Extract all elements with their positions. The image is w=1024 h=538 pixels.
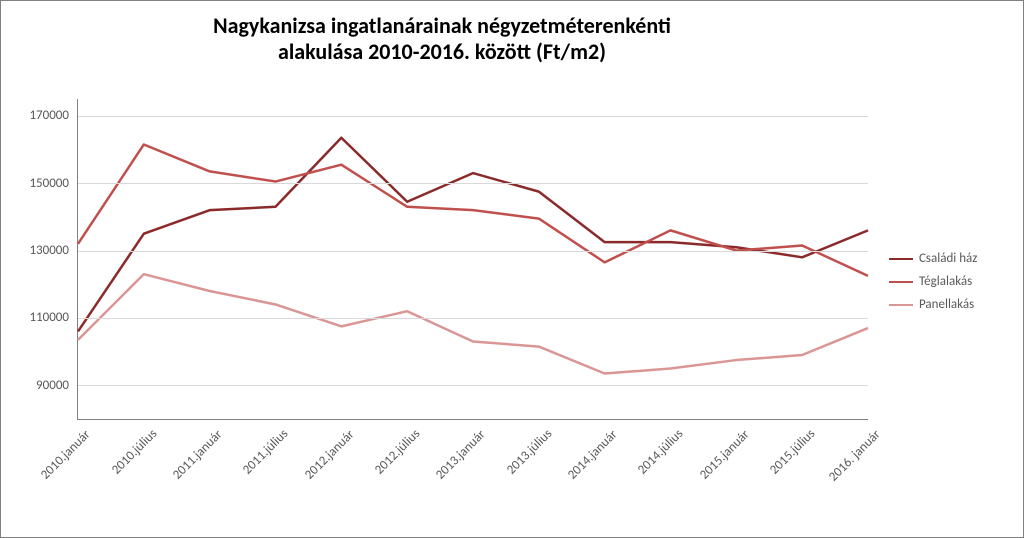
xtick-label: 2013.július — [504, 427, 555, 478]
ytick-label: 170000 — [9, 108, 69, 123]
line-series-svg — [78, 99, 868, 419]
legend-label: Panellakás — [919, 297, 974, 312]
xtick-label: 2011.július — [240, 427, 291, 478]
xtick-label: 2015.január — [697, 427, 752, 482]
xtick-label: 2010.július — [109, 427, 160, 478]
legend-label: Családi ház — [919, 251, 977, 266]
legend-label: Téglalakás — [919, 274, 972, 289]
title-line-1: Nagykanizsa ingatlanárainak négyzetméter… — [213, 12, 671, 39]
ytick-label: 90000 — [9, 378, 69, 393]
xtick-label: 2010.január — [38, 427, 93, 482]
legend-item: Családi ház — [889, 251, 977, 266]
xtick-label: 2014.július — [635, 427, 686, 478]
xtick-label: 2012.január — [302, 427, 357, 482]
legend: Családi ház Téglalakás Panellakás — [889, 251, 977, 320]
gridline — [78, 116, 868, 117]
xtick-label: 2012.július — [372, 427, 423, 478]
gridline — [78, 251, 868, 252]
xtick-label: 2013.január — [433, 427, 488, 482]
gridline — [78, 385, 868, 386]
legend-item: Panellakás — [889, 297, 977, 312]
ytick-label: 130000 — [9, 243, 69, 258]
legend-item: Téglalakás — [889, 274, 977, 289]
series-line — [78, 274, 868, 373]
plot-area — [77, 99, 868, 420]
legend-swatch — [889, 281, 913, 283]
chart-title: Nagykanizsa ingatlanárainak négyzetméter… — [1, 13, 883, 66]
xtick-label: 2015.július — [767, 427, 818, 478]
gridline — [78, 183, 868, 184]
xtick-label: 2016. január — [826, 427, 884, 485]
legend-swatch — [889, 304, 913, 306]
legend-swatch — [889, 258, 913, 260]
title-line-2: alakulása 2010-2016. között (Ft/m2) — [278, 38, 606, 65]
ytick-label: 150000 — [9, 176, 69, 191]
xtick-label: 2011.január — [170, 427, 225, 482]
series-line — [78, 144, 868, 275]
xtick-label: 2014.január — [565, 427, 620, 482]
chart-container: Nagykanizsa ingatlanárainak négyzetméter… — [0, 0, 1024, 538]
ytick-label: 110000 — [9, 310, 69, 325]
gridline — [78, 318, 868, 319]
